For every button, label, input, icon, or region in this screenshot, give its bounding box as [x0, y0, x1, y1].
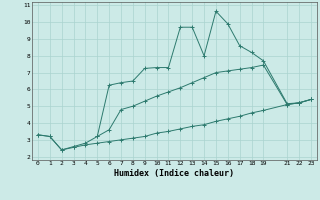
X-axis label: Humidex (Indice chaleur): Humidex (Indice chaleur) — [115, 169, 234, 178]
